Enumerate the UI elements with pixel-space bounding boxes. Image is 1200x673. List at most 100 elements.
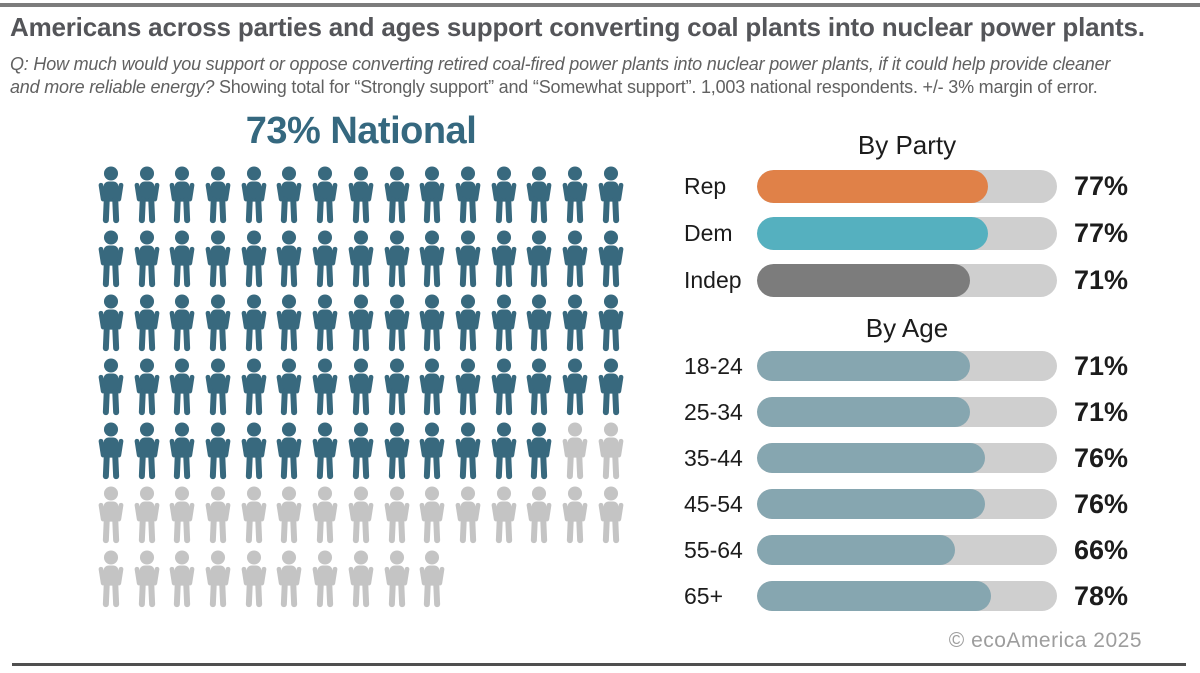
age-bar-row: 45-54 76% xyxy=(684,481,1128,527)
age-bar-fill xyxy=(757,581,991,611)
age-bar-fill xyxy=(757,351,970,381)
age-bar-track xyxy=(757,489,1057,519)
person-icon xyxy=(562,486,588,544)
person-icon xyxy=(419,422,445,480)
page-title: Americans across parties and ages suppor… xyxy=(10,12,1145,42)
top-divider xyxy=(0,3,1200,7)
party-bar-track xyxy=(757,170,1057,203)
person-icon xyxy=(169,422,195,480)
person-icon xyxy=(169,358,195,416)
person-icon xyxy=(169,230,195,288)
person-icon xyxy=(455,166,481,224)
bottom-divider xyxy=(12,663,1186,666)
person-icon xyxy=(526,486,552,544)
age-bar-track xyxy=(757,581,1057,611)
subtitle-question-part1: Q: How much would you support or oppose … xyxy=(10,54,1111,74)
party-bar-row: Indep 71% xyxy=(684,257,1128,304)
person-icon xyxy=(455,230,481,288)
age-bar-row: 25-34 71% xyxy=(684,389,1128,435)
party-bar-label: Indep xyxy=(684,267,742,293)
person-icon xyxy=(348,230,374,288)
age-bar-fill xyxy=(757,535,955,565)
person-icon xyxy=(134,422,160,480)
person-icon xyxy=(98,486,124,544)
age-bar-value: 76% xyxy=(1074,488,1129,519)
person-icon xyxy=(241,422,267,480)
party-bar-fill xyxy=(757,170,988,203)
person-icon xyxy=(169,550,195,608)
person-icon xyxy=(384,550,409,608)
person-icon xyxy=(598,422,624,480)
waffle-row xyxy=(95,294,627,358)
waffle-row xyxy=(95,486,627,550)
person-icon xyxy=(98,166,124,224)
person-icon xyxy=(526,358,552,416)
waffle-row xyxy=(95,230,627,294)
age-bar-value: 71% xyxy=(1074,396,1129,427)
subtitle-question-part2: and more reliable energy? xyxy=(10,77,215,97)
person-icon xyxy=(134,294,160,352)
person-icon xyxy=(526,230,552,288)
person-icon xyxy=(134,230,160,288)
age-bar-value: 71% xyxy=(1074,350,1129,381)
subtitle-methodology: Showing total for “Strongly support” and… xyxy=(214,77,1098,97)
age-bar-track xyxy=(757,351,1057,381)
person-icon xyxy=(348,486,374,544)
age-bar-label: 65+ xyxy=(684,582,724,609)
person-icon xyxy=(169,166,195,224)
person-icon xyxy=(241,166,267,224)
person-icon xyxy=(491,230,516,288)
subtitle-line2: and more reliable energy? Showing total … xyxy=(10,76,1196,99)
waffle-row xyxy=(95,422,627,486)
survey-question-subtitle: Q: How much would you support or oppose … xyxy=(10,53,1196,99)
age-bar-label: 18-24 xyxy=(684,352,743,379)
party-bar-fill xyxy=(757,217,988,250)
person-icon xyxy=(348,422,374,480)
age-bar-label: 25-34 xyxy=(684,398,743,425)
age-bar-label: 35-44 xyxy=(684,444,743,471)
person-icon xyxy=(491,294,516,352)
person-icon xyxy=(384,166,409,224)
person-icon xyxy=(241,294,267,352)
person-icon xyxy=(562,230,588,288)
person-icon xyxy=(98,294,124,352)
person-icon xyxy=(312,358,338,416)
person-icon xyxy=(312,422,338,480)
age-bar-row: 65+ 78% xyxy=(684,573,1128,619)
age-bar-label: 45-54 xyxy=(684,490,743,517)
person-icon xyxy=(169,294,195,352)
person-icon xyxy=(455,294,481,352)
age-bar-track xyxy=(757,443,1057,473)
person-icon xyxy=(241,550,267,608)
party-section-title: By Party xyxy=(857,130,957,160)
person-icon xyxy=(562,358,588,416)
person-icon xyxy=(241,486,267,544)
person-icon xyxy=(277,166,302,224)
person-icon xyxy=(277,294,302,352)
person-icon xyxy=(562,422,588,480)
subtitle-line1: Q: How much would you support or oppose … xyxy=(10,53,1196,76)
person-icon xyxy=(205,550,231,608)
person-icon xyxy=(312,294,338,352)
person-icon xyxy=(98,230,124,288)
party-bar-label: Dem xyxy=(684,220,733,246)
person-icon xyxy=(419,166,445,224)
person-icon xyxy=(348,294,374,352)
person-icon xyxy=(562,294,588,352)
person-icon xyxy=(205,166,231,224)
person-icon xyxy=(98,358,124,416)
person-icon xyxy=(134,358,160,416)
person-icon xyxy=(205,422,231,480)
person-icon xyxy=(598,294,624,352)
person-icon xyxy=(277,486,302,544)
party-bar-row: Rep 77% xyxy=(684,163,1128,210)
person-icon xyxy=(134,550,160,608)
person-icon xyxy=(312,230,338,288)
person-icon xyxy=(98,422,124,480)
person-icon xyxy=(312,550,338,608)
person-icon xyxy=(348,358,374,416)
age-bar-chart: 18-24 71% 25-34 71% 35-44 76% 45-54 76% 55-64 66%… xyxy=(684,343,1128,619)
person-icon xyxy=(491,486,516,544)
person-icon xyxy=(526,294,552,352)
